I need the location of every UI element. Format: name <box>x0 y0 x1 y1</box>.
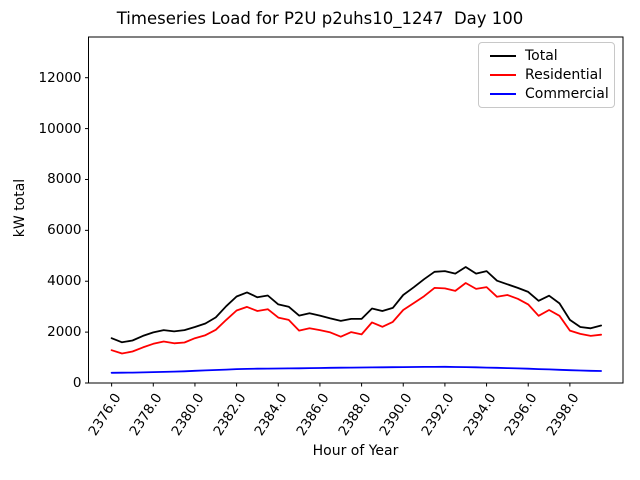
legend-label-total: Total <box>525 47 558 64</box>
series-total-line <box>110 266 602 344</box>
legend-swatch-commercial-line <box>490 93 516 96</box>
legend-item-residential: Residential <box>479 65 614 84</box>
series-residential-line <box>110 282 602 355</box>
series-commercial-line <box>110 365 602 374</box>
y-tick-label: 8000 <box>47 171 82 188</box>
y-tick-label: 0 <box>72 375 82 391</box>
y-tick-label: 2000 <box>47 324 82 341</box>
legend-swatch-total-line <box>490 54 516 57</box>
y-tick-label: 4000 <box>47 273 82 290</box>
legend-label-commercial: Commercial <box>525 86 609 103</box>
y-tick-label: 10000 <box>38 120 82 137</box>
legend: Total Residential Commercial <box>478 42 615 108</box>
x-axis-label: Hour of Year <box>312 443 399 459</box>
y-tick-label: 6000 <box>47 222 82 239</box>
y-tick-label: 12000 <box>38 69 82 86</box>
legend-swatch-residential-line <box>490 73 516 76</box>
legend-label-residential: Residential <box>525 66 603 83</box>
legend-item-commercial: Commercial <box>479 85 614 104</box>
chart-title: Timeseries Load for P2U p2uhs10_1247 Day… <box>116 9 524 28</box>
legend-item-total: Total <box>479 46 614 65</box>
axes-frame <box>88 36 624 384</box>
